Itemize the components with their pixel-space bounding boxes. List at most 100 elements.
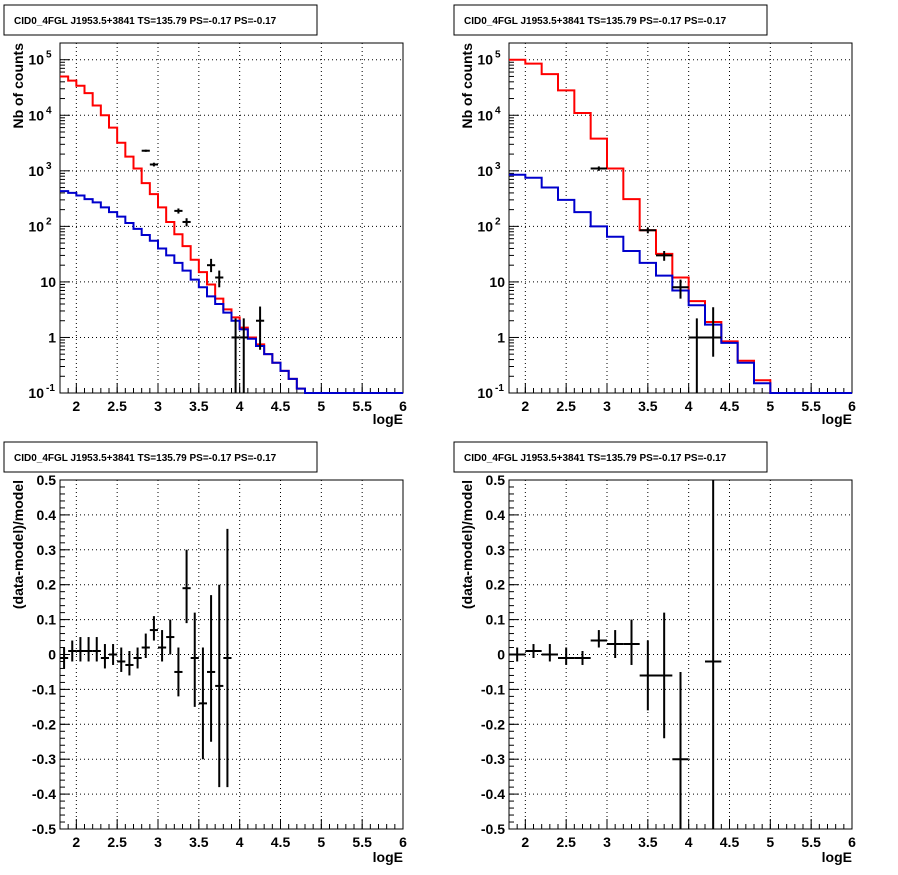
x-axis-label: logE [822,849,852,865]
data-point [623,619,640,665]
x-tick-label: 2 [72,398,80,414]
grid [509,43,852,393]
data-point [607,630,624,658]
data-point [256,306,265,350]
data-point [590,630,607,648]
data-point [215,584,224,788]
x-tick-label: 5.5 [352,834,372,850]
x-tick-label: 5 [766,834,774,850]
y-tick-label-exponent: -1 [46,383,55,394]
y-tick-label-exponent: 5 [495,50,501,61]
title-box [453,441,768,473]
y-tick-label: 0.1 [37,612,57,628]
y-tick-label: -0.3 [481,751,505,767]
ticks [59,479,404,830]
y-tick-label: 0.3 [486,542,506,558]
x-tick-label: 2.5 [107,834,127,850]
title-box [3,441,318,473]
x-tick-label: 5 [317,398,325,414]
y-tick-label: 10 [28,385,44,401]
y-tick-label: 10 [477,385,493,401]
x-tick-label: 3.5 [189,398,209,414]
x-tick-label: 3.5 [189,834,209,850]
y-tick-label: 0.5 [486,472,506,488]
data-point [141,633,150,658]
data-point [672,279,689,299]
x-tick-label: 5 [317,834,325,850]
data-point [231,318,240,393]
data-point [149,616,158,641]
x-tick-label: 3.5 [638,834,658,850]
y-tick-label-exponent: 4 [46,105,52,116]
data-point [182,549,191,624]
series-group [509,58,852,394]
data-point [688,318,705,393]
x-tick-label: 4 [685,834,693,850]
x-tick-label: 3 [603,398,611,414]
y-tick-label-exponent: 2 [495,216,501,227]
y-axis-label: Nb of counts [459,43,475,129]
x-tick-label: 5 [766,398,774,414]
histogram-series-line [60,75,403,394]
y-tick-label: 10 [28,218,44,234]
x-tick-label: 2 [521,398,529,414]
ticks [508,59,853,394]
y-tick-label: 0.3 [37,542,57,558]
data-point [84,637,93,662]
data-point [509,647,526,662]
data-point [207,258,216,273]
series-group [60,75,403,394]
y-tick-label: -0.5 [481,821,505,837]
x-tick-label: 3 [154,398,162,414]
x-tick-label: 2 [521,834,529,850]
y-tick-label: 10 [477,218,493,234]
y-tick-label: 10 [40,274,56,290]
y-tick-label: -0.4 [32,786,56,802]
y-tick-label: 10 [477,107,493,123]
x-tick-label: 5.5 [801,398,821,414]
data-points [60,528,232,788]
data-point [109,644,118,665]
y-tick-label: 0 [497,647,505,663]
y-tick-label: -0.1 [481,681,505,697]
y-tick-label: 1 [48,329,56,345]
x-tick-label: 6 [399,834,407,850]
y-tick-label-exponent: 4 [495,105,501,116]
y-axis-label: Nb of counts [10,43,26,129]
data-point [92,637,101,662]
x-tick-labels: 2 2.5 3 3.5 4 4.5 5 5.5 6 [521,398,856,414]
y-tick-label: 10 [28,163,44,179]
panel-title: CID0_4FGL J1953.5+3841 TS=135.79 PS=-0.1… [464,16,727,27]
y-tick-label-exponent: 3 [46,161,52,172]
x-tick-label: 2.5 [556,834,576,850]
x-tick-label: 4.5 [271,398,291,414]
x-tick-labels: 2 2.5 3 3.5 4 4.5 5 5.5 6 [72,398,407,414]
data-point [639,227,656,234]
y-tick-label: 10 [477,163,493,179]
panel-title: CID0_4FGL J1953.5+3841 TS=135.79 PS=-0.1… [464,453,727,464]
y-tick-label-exponent: 5 [46,50,52,61]
data-point [672,671,689,829]
data-point [705,307,722,357]
histogram-series-line [509,173,852,394]
x-tick-label: 5.5 [801,834,821,850]
x-axis-label: logE [373,849,403,865]
data-point [125,651,134,676]
y-tick-label: 0.4 [37,507,57,523]
x-tick-label: 2.5 [107,398,127,414]
data-point [239,318,248,393]
y-tick-label: 10 [489,274,505,290]
y-axis-label: (data-model)/model [459,480,475,609]
x-tick-labels: 2 2.5 3 3.5 4 4.5 5 5.5 6 [72,834,407,850]
x-tick-label: 3 [154,834,162,850]
x-tick-label: 4.5 [720,398,740,414]
x-tick-label: 2.5 [556,398,576,414]
plot-frame [508,42,853,394]
data-point [174,647,183,697]
y-tick-labels: -0.5 -0.4 -0.3 -0.2 -0.1 0 0.1 0.2 0.3 0.4 0.5 [481,472,505,837]
y-tick-label: -0.1 [32,681,56,697]
data-point [182,218,191,227]
histogram-series-line [509,58,852,394]
